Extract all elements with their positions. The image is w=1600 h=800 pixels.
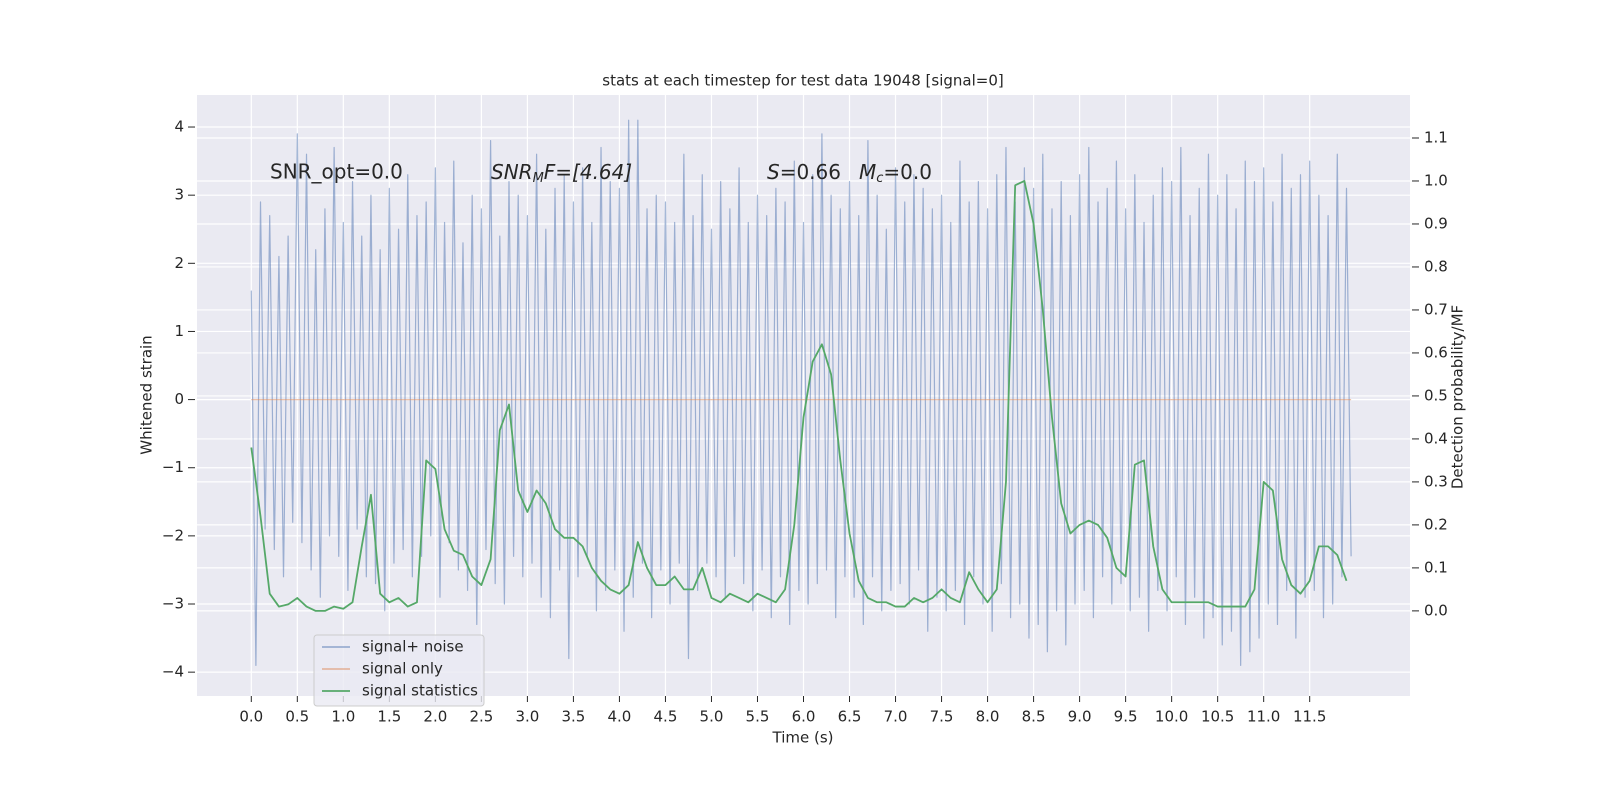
x-tick-label: 4.0 — [608, 708, 632, 726]
annotation-part: M — [533, 171, 544, 186]
y-tick-label: −4 — [162, 663, 184, 681]
y2-tick-label: 0.1 — [1424, 558, 1448, 576]
x-tick-label: 3.0 — [515, 708, 539, 726]
y-tick-label: 4 — [174, 118, 184, 136]
legend-label: signal only — [362, 660, 443, 678]
x-tick-label: 9.5 — [1114, 708, 1138, 726]
y2-tick-label: 0.4 — [1424, 429, 1448, 447]
y-tick-label: −3 — [162, 595, 184, 613]
x-tick-label: 5.0 — [700, 708, 724, 726]
x-tick-label: 0.0 — [239, 708, 263, 726]
legend: signal+ noise signal only signal statistic… — [313, 634, 485, 707]
annotation-part: S — [767, 160, 780, 184]
y-tick-label: −2 — [162, 526, 184, 544]
x-tick-label: 1.0 — [331, 708, 355, 726]
series-layer — [250, 119, 1352, 666]
x-tick-label: 1.5 — [377, 708, 401, 726]
y2-tick-label: 0.5 — [1424, 386, 1448, 404]
y2-tick-label: 1.1 — [1424, 128, 1448, 146]
annotation: SNR_opt=0.0 — [270, 160, 403, 184]
annotation: Mc=0.0 — [859, 160, 932, 186]
y-tick-label: 3 — [174, 186, 184, 204]
x-tick-label: 10.5 — [1201, 708, 1234, 726]
x-tick-label: 3.5 — [561, 708, 585, 726]
x-tick-label: 7.5 — [930, 708, 954, 726]
y2-tick-label: 0.3 — [1424, 472, 1448, 490]
x-tick-label: 8.0 — [976, 708, 1000, 726]
x-tick-label: 6.0 — [792, 708, 816, 726]
x-tick-label: 2.0 — [423, 708, 447, 726]
ticks: 0.0 0.5 1.0 1.5 2.0 2.5 3.0 3.5 4.0 4.5 5.0 5.5 6.0 6… — [162, 118, 1448, 726]
y2-tick-label: 0.6 — [1424, 343, 1448, 361]
series-line — [250, 119, 1352, 666]
y-tick-label: −1 — [162, 458, 184, 476]
legend-label: signal statistics — [362, 682, 478, 700]
y2-tick-label: 0.8 — [1424, 257, 1448, 275]
y-axis-label: Whitened strain — [138, 335, 156, 454]
x-tick-label: 7.0 — [884, 708, 908, 726]
x-tick-label: 9.0 — [1068, 708, 1092, 726]
y2-tick-label: 0.2 — [1424, 515, 1448, 533]
y2-tick-label: 1.0 — [1424, 171, 1448, 189]
y2-tick-label: 0.0 — [1424, 601, 1448, 619]
x-tick-label: 5.5 — [746, 708, 770, 726]
x-tick-label: 2.5 — [469, 708, 493, 726]
y2-tick-label: 0.9 — [1424, 214, 1448, 232]
x-tick-label: 0.5 — [285, 708, 309, 726]
x-tick-label: 11.5 — [1293, 708, 1326, 726]
annotation: S=0.66 — [767, 160, 841, 184]
x-tick-label: 4.5 — [654, 708, 678, 726]
annotation-part: SNR — [491, 160, 533, 184]
y-tick-label: 1 — [174, 322, 184, 340]
legend-label: signal+ noise — [362, 638, 464, 656]
y-tick-label: 0 — [174, 390, 184, 408]
annotation-part: F=[4.64] — [544, 160, 632, 184]
x-tick-label: 11.0 — [1247, 708, 1280, 726]
y2-tick-label: 0.7 — [1424, 300, 1448, 318]
annotation: SNRMF=[4.64] — [491, 160, 632, 186]
legend-box — [313, 634, 485, 707]
annotation-part: M — [859, 160, 876, 184]
y2-axis-label: Detection probability/MF — [1449, 305, 1467, 489]
x-tick-label: 10.0 — [1155, 708, 1188, 726]
annotation-part: =0.66 — [780, 160, 841, 184]
annotation-part: =0.0 — [883, 160, 932, 184]
annotation-part: c — [876, 171, 883, 186]
series-line — [250, 180, 1348, 612]
chart-title: stats at each timestep for test data 190… — [602, 72, 1003, 90]
x-tick-label: 8.5 — [1022, 708, 1046, 726]
y-tick-label: 2 — [174, 254, 184, 272]
x-axis-label: Time (s) — [772, 729, 834, 747]
x-tick-label: 6.5 — [838, 708, 862, 726]
